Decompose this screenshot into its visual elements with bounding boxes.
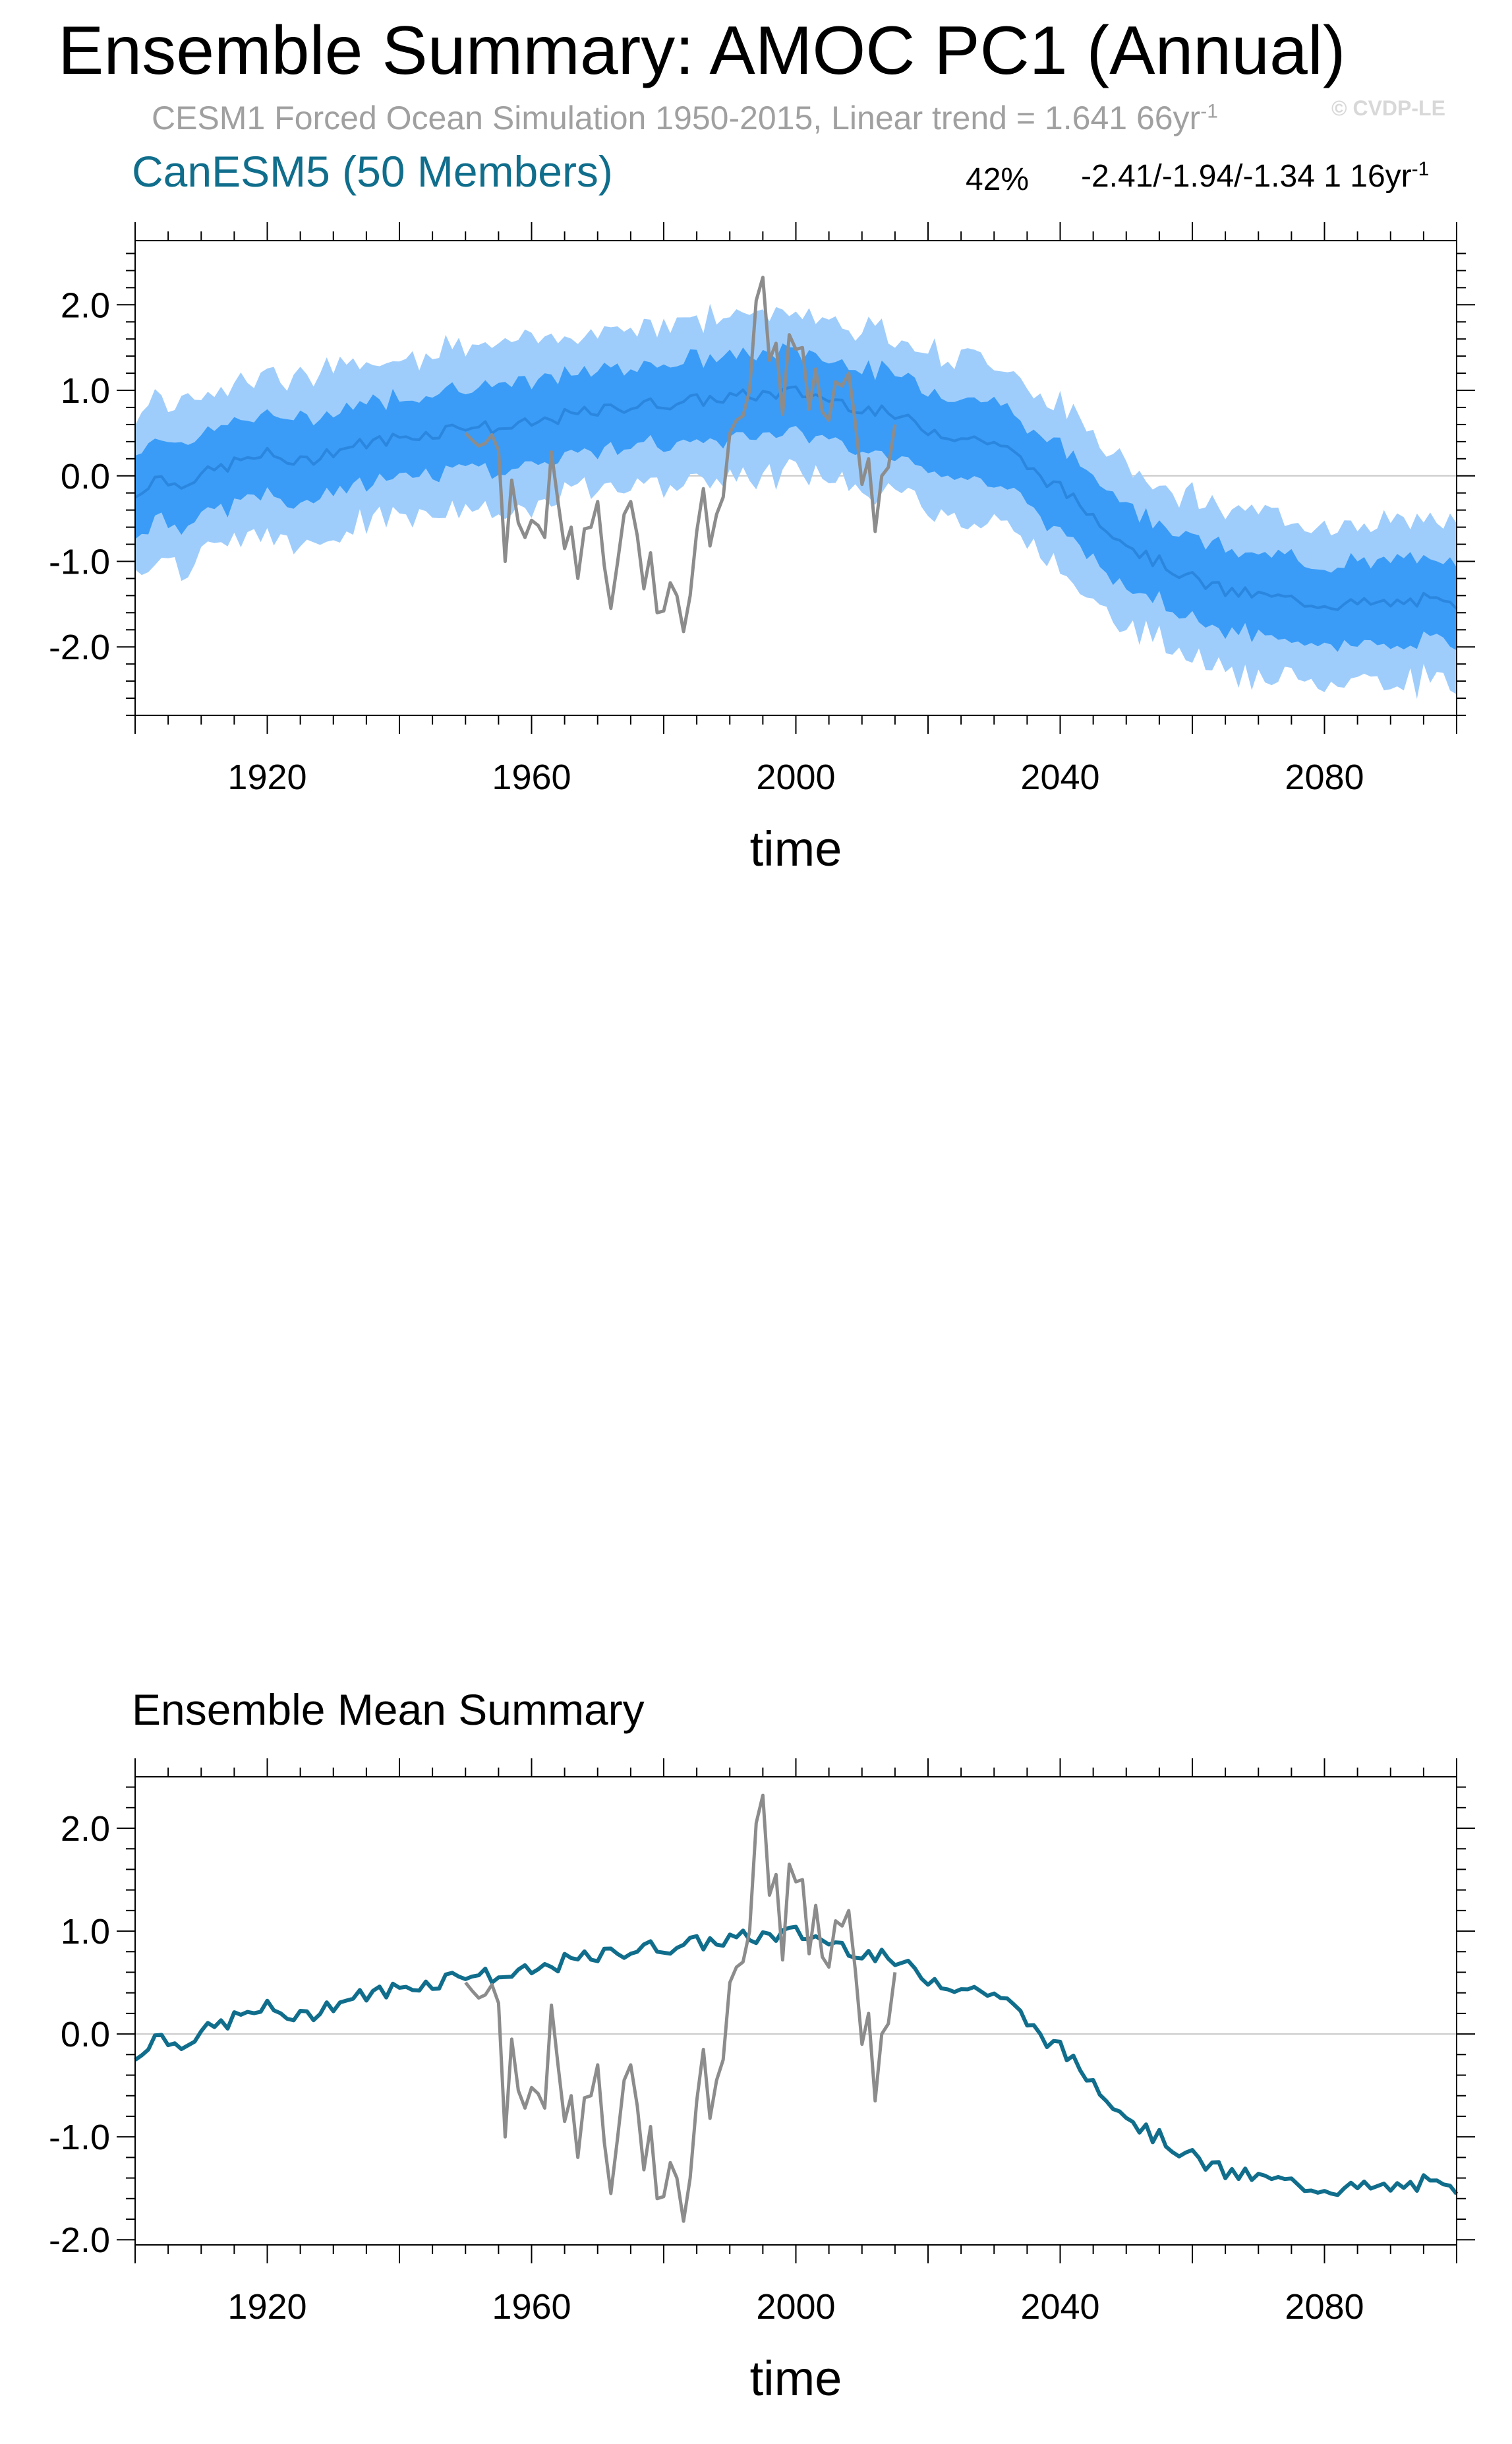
y-tick-label: -2.0 (49, 628, 110, 667)
copyright-label: © CVDP-LE (1331, 96, 1445, 120)
x-axis-label: time (750, 2351, 842, 2406)
x-tick-label: 2000 (756, 2287, 835, 2327)
subtitle-exponent: -1 (1200, 100, 1218, 123)
trend-text: -2.41/-1.94/-1.34 1 16yr (1081, 159, 1412, 194)
x-tick-label: 2080 (1285, 2287, 1364, 2327)
x-tick-label: 1920 (227, 758, 306, 797)
x-tick-label: 1960 (492, 758, 571, 797)
x-tick-label: 1960 (492, 2287, 571, 2327)
x-tick-label: 2080 (1285, 758, 1364, 797)
ensemble-mean-panel: 1920 1960 2000 2040 2080 2.0 1.0 0.0 -1.0 -2.0 tim… (49, 1758, 1475, 2406)
trend-exponent: -1 (1411, 158, 1430, 180)
x-tick-label: 2000 (756, 758, 835, 797)
ensemble-spread-panel: 1920 1960 2000 2040 2080 2.0 1.0 0.0 -1.0 -2.0 tim… (49, 222, 1475, 876)
y-tick-label: 2.0 (61, 1809, 110, 1849)
ensemble-iqr-band (135, 343, 1457, 652)
model-label: CanESM5 (50 Members) (132, 147, 613, 196)
x-axis-label: time (750, 821, 842, 876)
ensemble-mean-title: Ensemble Mean Summary (132, 1685, 645, 1734)
x-tick-label: 2040 (1020, 2287, 1099, 2327)
y-tick-label: -2.0 (49, 2220, 110, 2260)
x-tick-label: 1920 (227, 2287, 306, 2327)
y-tick-label: 2.0 (61, 285, 110, 325)
chart-subtitle: CESM1 Forced Ocean Simulation 1950-2015,… (152, 99, 1218, 137)
ensemble-mean-line (134, 1924, 1459, 2197)
y-tick-label: 1.0 (61, 1912, 110, 1952)
y-tick-label: 0.0 (61, 2015, 110, 2054)
observations-line (464, 1793, 897, 2223)
y-tick-label: 0.0 (61, 457, 110, 496)
y-tick-label: 1.0 (61, 371, 110, 411)
percent-label: 42% (966, 162, 1030, 197)
y-tick-label: -1.0 (49, 542, 110, 581)
observations-line (464, 276, 897, 634)
ensemble-mean-line (134, 385, 1458, 611)
x-tick-label: 2040 (1020, 758, 1099, 797)
trend-label: -2.41/-1.94/-1.34 1 16yr-1 (1081, 158, 1429, 194)
y-tick-label: -1.0 (49, 2118, 110, 2157)
chart-title: Ensemble Summary: AMOC PC1 (Annual) (58, 13, 1346, 89)
subtitle-text: CESM1 Forced Ocean Simulation 1950-2015,… (152, 100, 1201, 136)
